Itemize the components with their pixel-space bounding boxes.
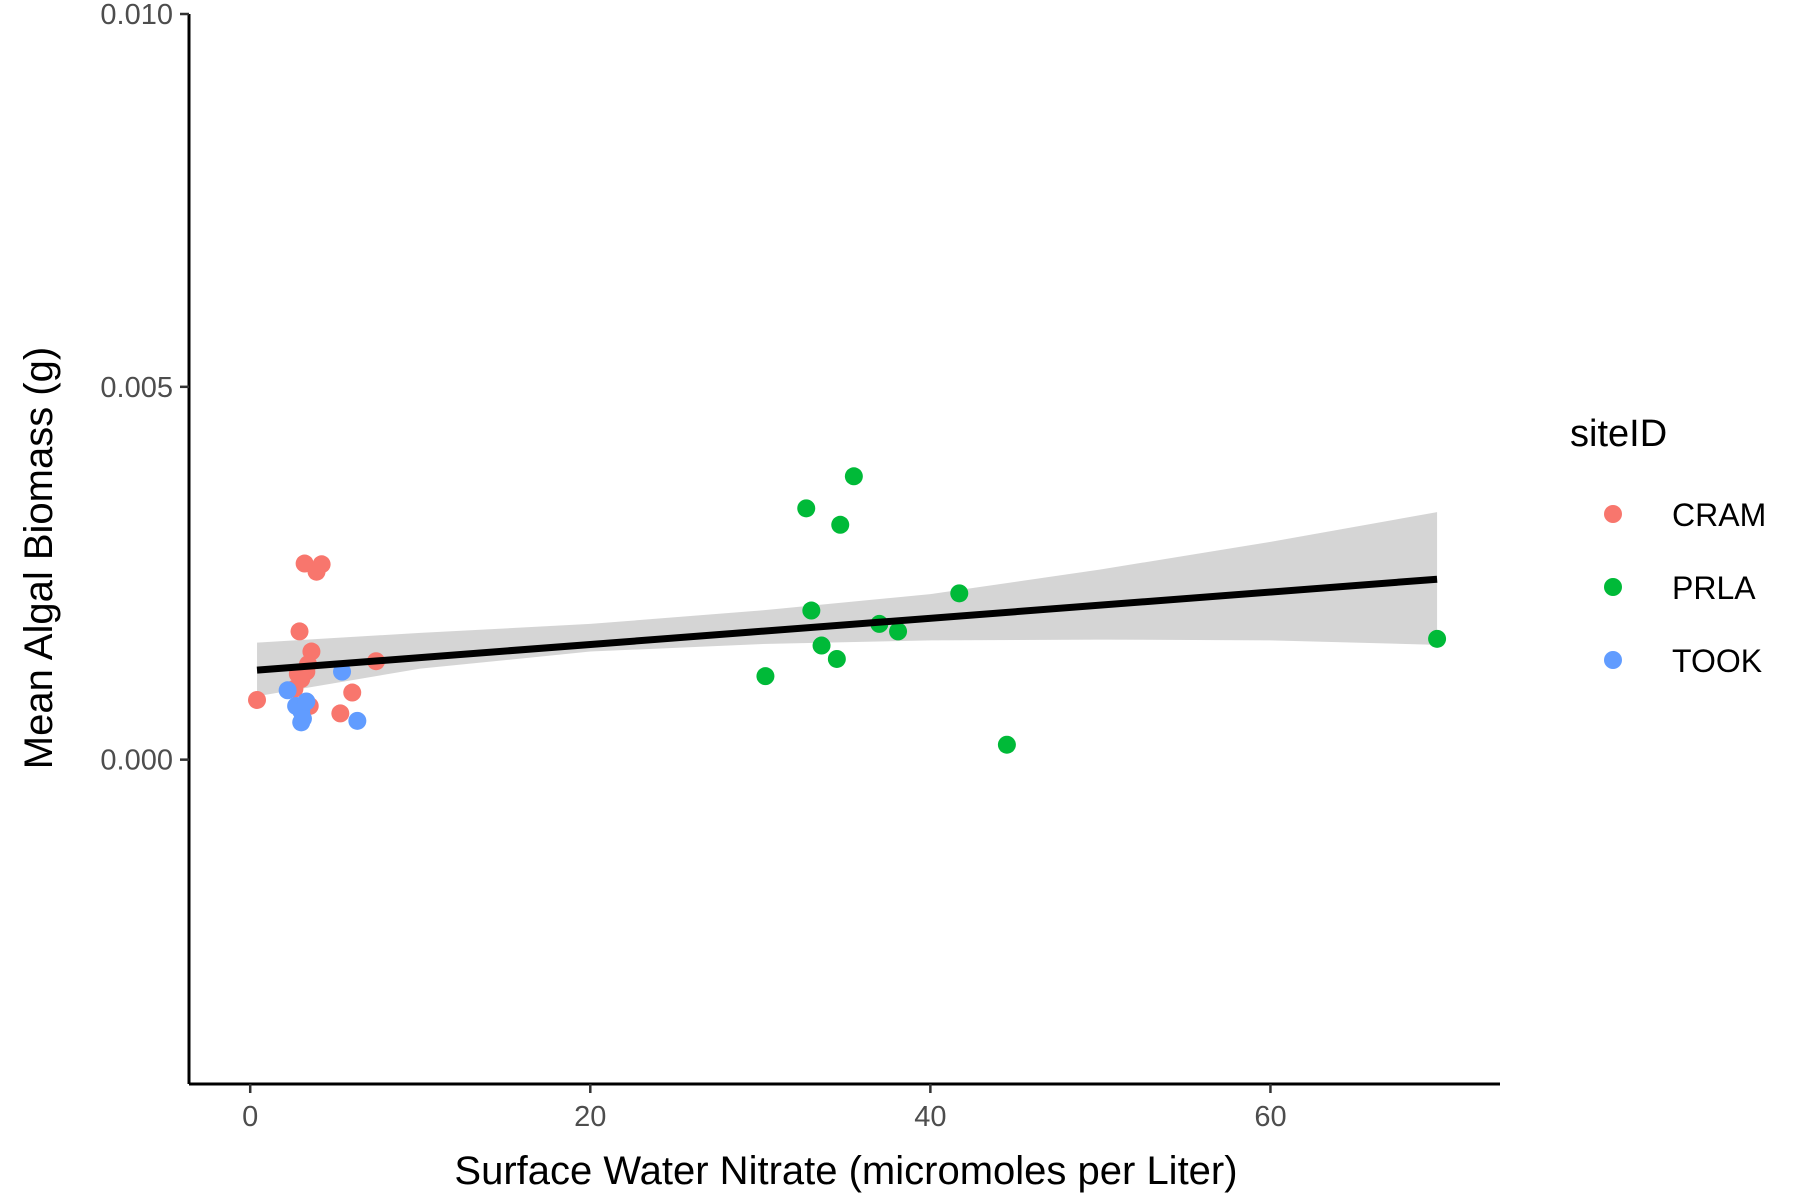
data-point-cram	[312, 555, 331, 574]
data-point-took	[278, 681, 297, 700]
y-tick-label: 0.000	[100, 745, 173, 777]
confidence-band	[257, 512, 1438, 697]
y-tick-label: 0.010	[100, 0, 173, 31]
data-point-prla	[831, 515, 850, 534]
legend-item-cram: CRAM	[1604, 497, 1766, 533]
axes	[187, 14, 1500, 1086]
data-point-prla	[1428, 629, 1447, 648]
data-point-prla	[997, 735, 1016, 754]
data-point-prla	[844, 467, 863, 486]
data-point-cram	[290, 622, 309, 641]
trend-line	[256, 575, 1438, 674]
legend-label: CRAM	[1672, 497, 1766, 533]
data-point-prla	[756, 667, 775, 686]
x-tick-label: 60	[1254, 1101, 1286, 1133]
data-point-prla	[827, 649, 846, 668]
legend-items: CRAM PRLA TOOK	[1604, 497, 1766, 679]
legend-item-took: TOOK	[1604, 643, 1762, 679]
data-point-cram	[343, 683, 362, 702]
x-axis-title: Surface Water Nitrate (micromoles per Li…	[454, 1149, 1237, 1193]
data-point-prla	[889, 622, 908, 641]
x-tick-label: 20	[574, 1101, 606, 1133]
data-point-took	[297, 692, 316, 711]
data-point-took	[293, 709, 312, 728]
legend-key-took	[1604, 651, 1622, 669]
trend-line-layer	[256, 575, 1438, 674]
legend-label: PRLA	[1672, 570, 1756, 606]
data-point-prla	[802, 601, 821, 620]
data-point-cram	[331, 704, 350, 723]
x-axis-ticks: 0 20 40 60	[242, 1084, 1287, 1133]
x-tick-label: 40	[914, 1101, 946, 1133]
y-tick-label: 0.005	[100, 372, 173, 404]
legend: siteID CRAM PRLA TOOK	[1570, 413, 1766, 679]
data-point-prla	[950, 584, 969, 603]
data-point-cram	[248, 690, 267, 709]
data-point-took	[348, 711, 367, 730]
confidence-band-layer	[257, 512, 1438, 697]
legend-label: TOOK	[1672, 643, 1762, 679]
legend-key-cram	[1604, 505, 1622, 523]
x-tick-label: 0	[242, 1101, 258, 1133]
data-point-prla	[812, 636, 831, 655]
y-axis-title: Mean Algal Biomass (g)	[17, 347, 61, 769]
legend-key-prla	[1604, 578, 1622, 596]
legend-title: siteID	[1570, 413, 1667, 455]
data-point-prla	[797, 499, 816, 518]
legend-item-prla: PRLA	[1604, 570, 1756, 606]
y-axis-ticks: 0.000 0.005 0.010	[100, 0, 189, 777]
